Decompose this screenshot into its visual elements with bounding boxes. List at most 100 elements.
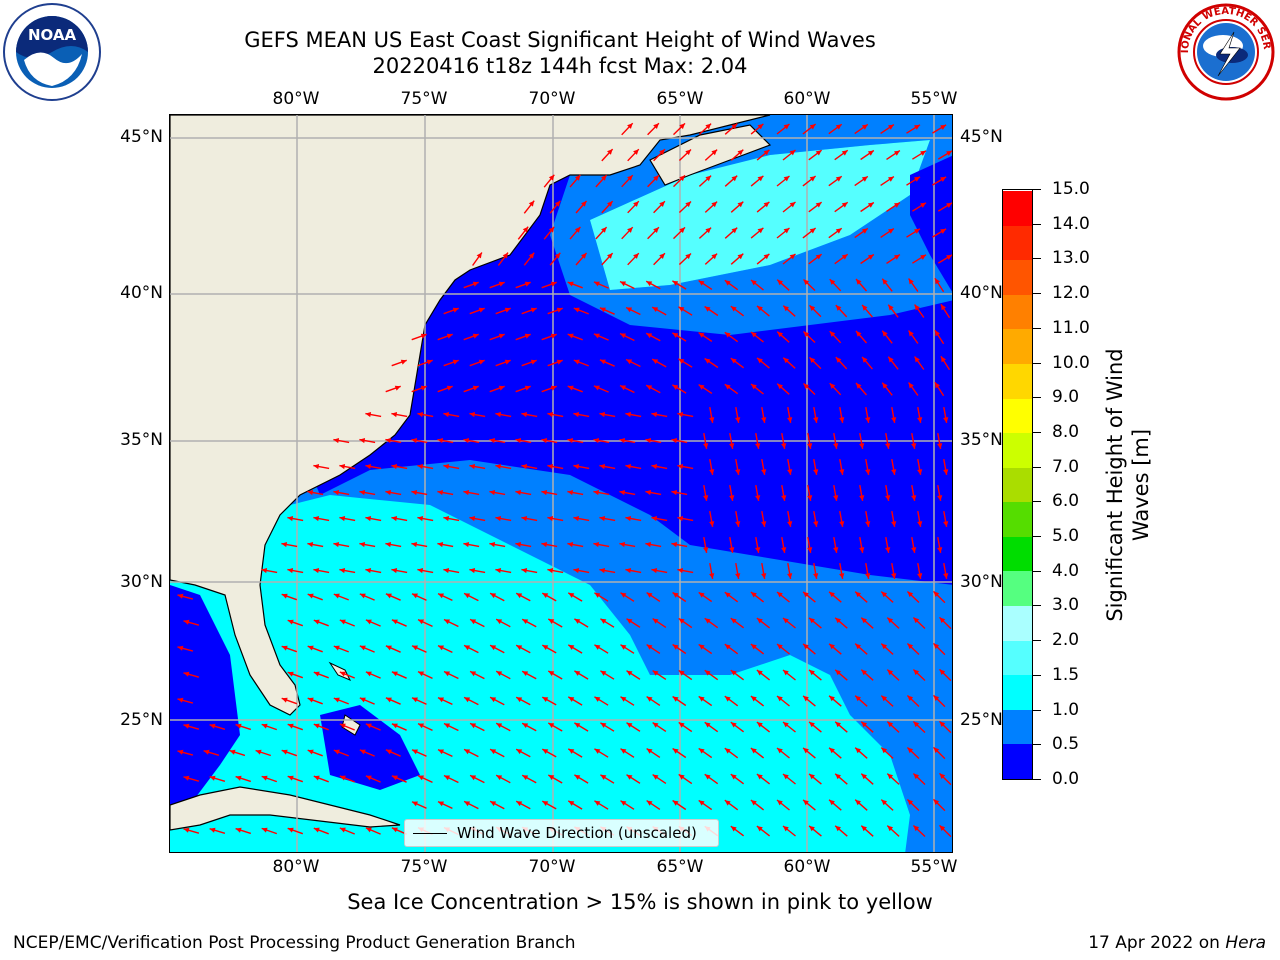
- wind-arrow-head: [516, 749, 523, 755]
- wind-arrow-head: [385, 697, 392, 703]
- wind-arrow-head: [934, 278, 940, 285]
- wind-arrow-head: [940, 176, 947, 182]
- wind-arrow-head: [865, 469, 871, 475]
- colorbar-tick-label: 7.0: [1052, 456, 1080, 477]
- wind-arrow-head: [307, 542, 314, 548]
- ocean-deepblue-northeast: [910, 155, 952, 292]
- wind-arrow-head: [568, 696, 575, 702]
- wind-arrow-head: [761, 573, 767, 579]
- wind-arrow-head: [698, 592, 705, 598]
- wind-arrow-head: [809, 825, 815, 832]
- noaa-logo-icon: NOAA: [3, 3, 101, 101]
- wind-arrow-head: [496, 775, 503, 781]
- wind-arrow-head: [757, 227, 764, 234]
- wind-arrow-head: [524, 385, 531, 391]
- wind-arrow-head: [287, 619, 294, 625]
- wind-arrow-head: [489, 438, 496, 444]
- wind-arrow-head: [891, 521, 897, 527]
- wind-arrow-head: [943, 521, 949, 527]
- wind-arrow-head: [339, 568, 346, 574]
- wind-arrow-head: [861, 825, 867, 832]
- wind-arrow-head: [881, 695, 888, 702]
- wind-arrow-head: [813, 521, 819, 527]
- wind-arrow-head: [763, 201, 770, 208]
- wind-arrow-head: [672, 332, 679, 338]
- wind-arrow-head: [620, 748, 627, 754]
- wind-arrow-head: [829, 383, 836, 389]
- wind-arrow-head: [803, 331, 810, 338]
- wind-arrow-head: [787, 573, 793, 579]
- wind-arrow-head: [803, 279, 810, 286]
- wind-arrow-head: [359, 749, 366, 755]
- wind-arrow-head: [502, 252, 508, 259]
- wind-arrow-head: [934, 382, 940, 389]
- wind-arrow-head: [835, 721, 841, 728]
- wind-arrow-head: [626, 774, 633, 780]
- wind-arrow-head: [885, 547, 891, 553]
- wind-arrow-head: [881, 643, 888, 650]
- wind-arrow-head: [307, 645, 314, 651]
- wind-arrow-head: [724, 592, 731, 598]
- wind-arrow-head: [521, 464, 528, 470]
- wind-arrow-head: [652, 774, 659, 780]
- wind-arrow-head: [750, 644, 757, 650]
- colorbar-segment: [1003, 743, 1032, 779]
- wind-arrow-head: [568, 644, 575, 650]
- wind-arrow-head: [756, 826, 763, 832]
- wind-arrow-head: [420, 333, 427, 339]
- wind-arrow-head: [645, 438, 652, 444]
- wind-arrow-head: [809, 669, 815, 676]
- wind-arrow-head: [651, 516, 658, 522]
- wind-arrow-head: [516, 697, 523, 703]
- wind-arrow-head: [469, 412, 476, 418]
- wind-arrow-head: [646, 644, 653, 650]
- wind-arrow-head: [672, 696, 679, 702]
- wind-arrow-head: [593, 281, 600, 287]
- wind-arrow-head: [359, 593, 366, 599]
- lon-tick-bottom: 70°W: [528, 857, 576, 877]
- wind-arrow-head: [581, 253, 587, 259]
- wind-arrow-head: [809, 357, 816, 363]
- wind-arrow-head: [888, 304, 894, 311]
- colorbar-tick: [1033, 397, 1041, 399]
- wind-arrow-head: [619, 490, 626, 496]
- colorbar-segment: [1003, 363, 1032, 399]
- wind-arrow-head: [855, 799, 861, 806]
- wind-arrow-head: [755, 495, 761, 501]
- wind-arrow-head: [755, 547, 761, 553]
- wind-arrow-head: [542, 801, 549, 806]
- wind-arrow-head: [504, 307, 511, 313]
- map-panel[interactable]: Wind Wave Direction (unscaled): [169, 114, 953, 853]
- wind-arrow-head: [573, 359, 580, 365]
- wind-arrow-head: [933, 591, 940, 597]
- wind-arrow-head: [724, 748, 731, 754]
- wind-arrow-head: [735, 469, 741, 475]
- wind-arrow-head: [887, 825, 894, 832]
- wind-arrow-head: [281, 749, 288, 755]
- wind-arrow-head: [521, 516, 528, 522]
- wind-arrow-head: [281, 542, 288, 548]
- wind-arrow-head: [829, 643, 835, 650]
- colorbar-tick-label: 0.5: [1052, 734, 1080, 755]
- footer-host: Hera: [1225, 933, 1266, 953]
- wind-arrow-head: [672, 800, 679, 806]
- wind-arrow-head: [730, 774, 737, 780]
- wind-arrow-head: [203, 749, 210, 755]
- wind-arrow-head: [261, 568, 268, 574]
- wind-arrow-head: [933, 799, 940, 805]
- colorbar-segment: [1003, 674, 1032, 710]
- wind-arrow-head: [940, 228, 947, 234]
- wind-arrow-head: [463, 438, 470, 444]
- wind-arrow-head: [711, 253, 718, 260]
- wind-arrow-head: [783, 228, 790, 234]
- wind-arrow-head: [496, 723, 503, 729]
- wind-arrow-head: [391, 723, 398, 729]
- wind-arrow-head: [829, 695, 835, 702]
- colorbar-tick-label: 14.0: [1052, 213, 1090, 234]
- wind-arrow-head: [937, 495, 943, 501]
- wind-arrow-head: [470, 671, 477, 677]
- wind-arrow-head: [504, 359, 511, 365]
- land-north-america: [170, 115, 771, 716]
- wind-arrow-head: [859, 443, 865, 449]
- wind-arrow-head: [894, 202, 900, 208]
